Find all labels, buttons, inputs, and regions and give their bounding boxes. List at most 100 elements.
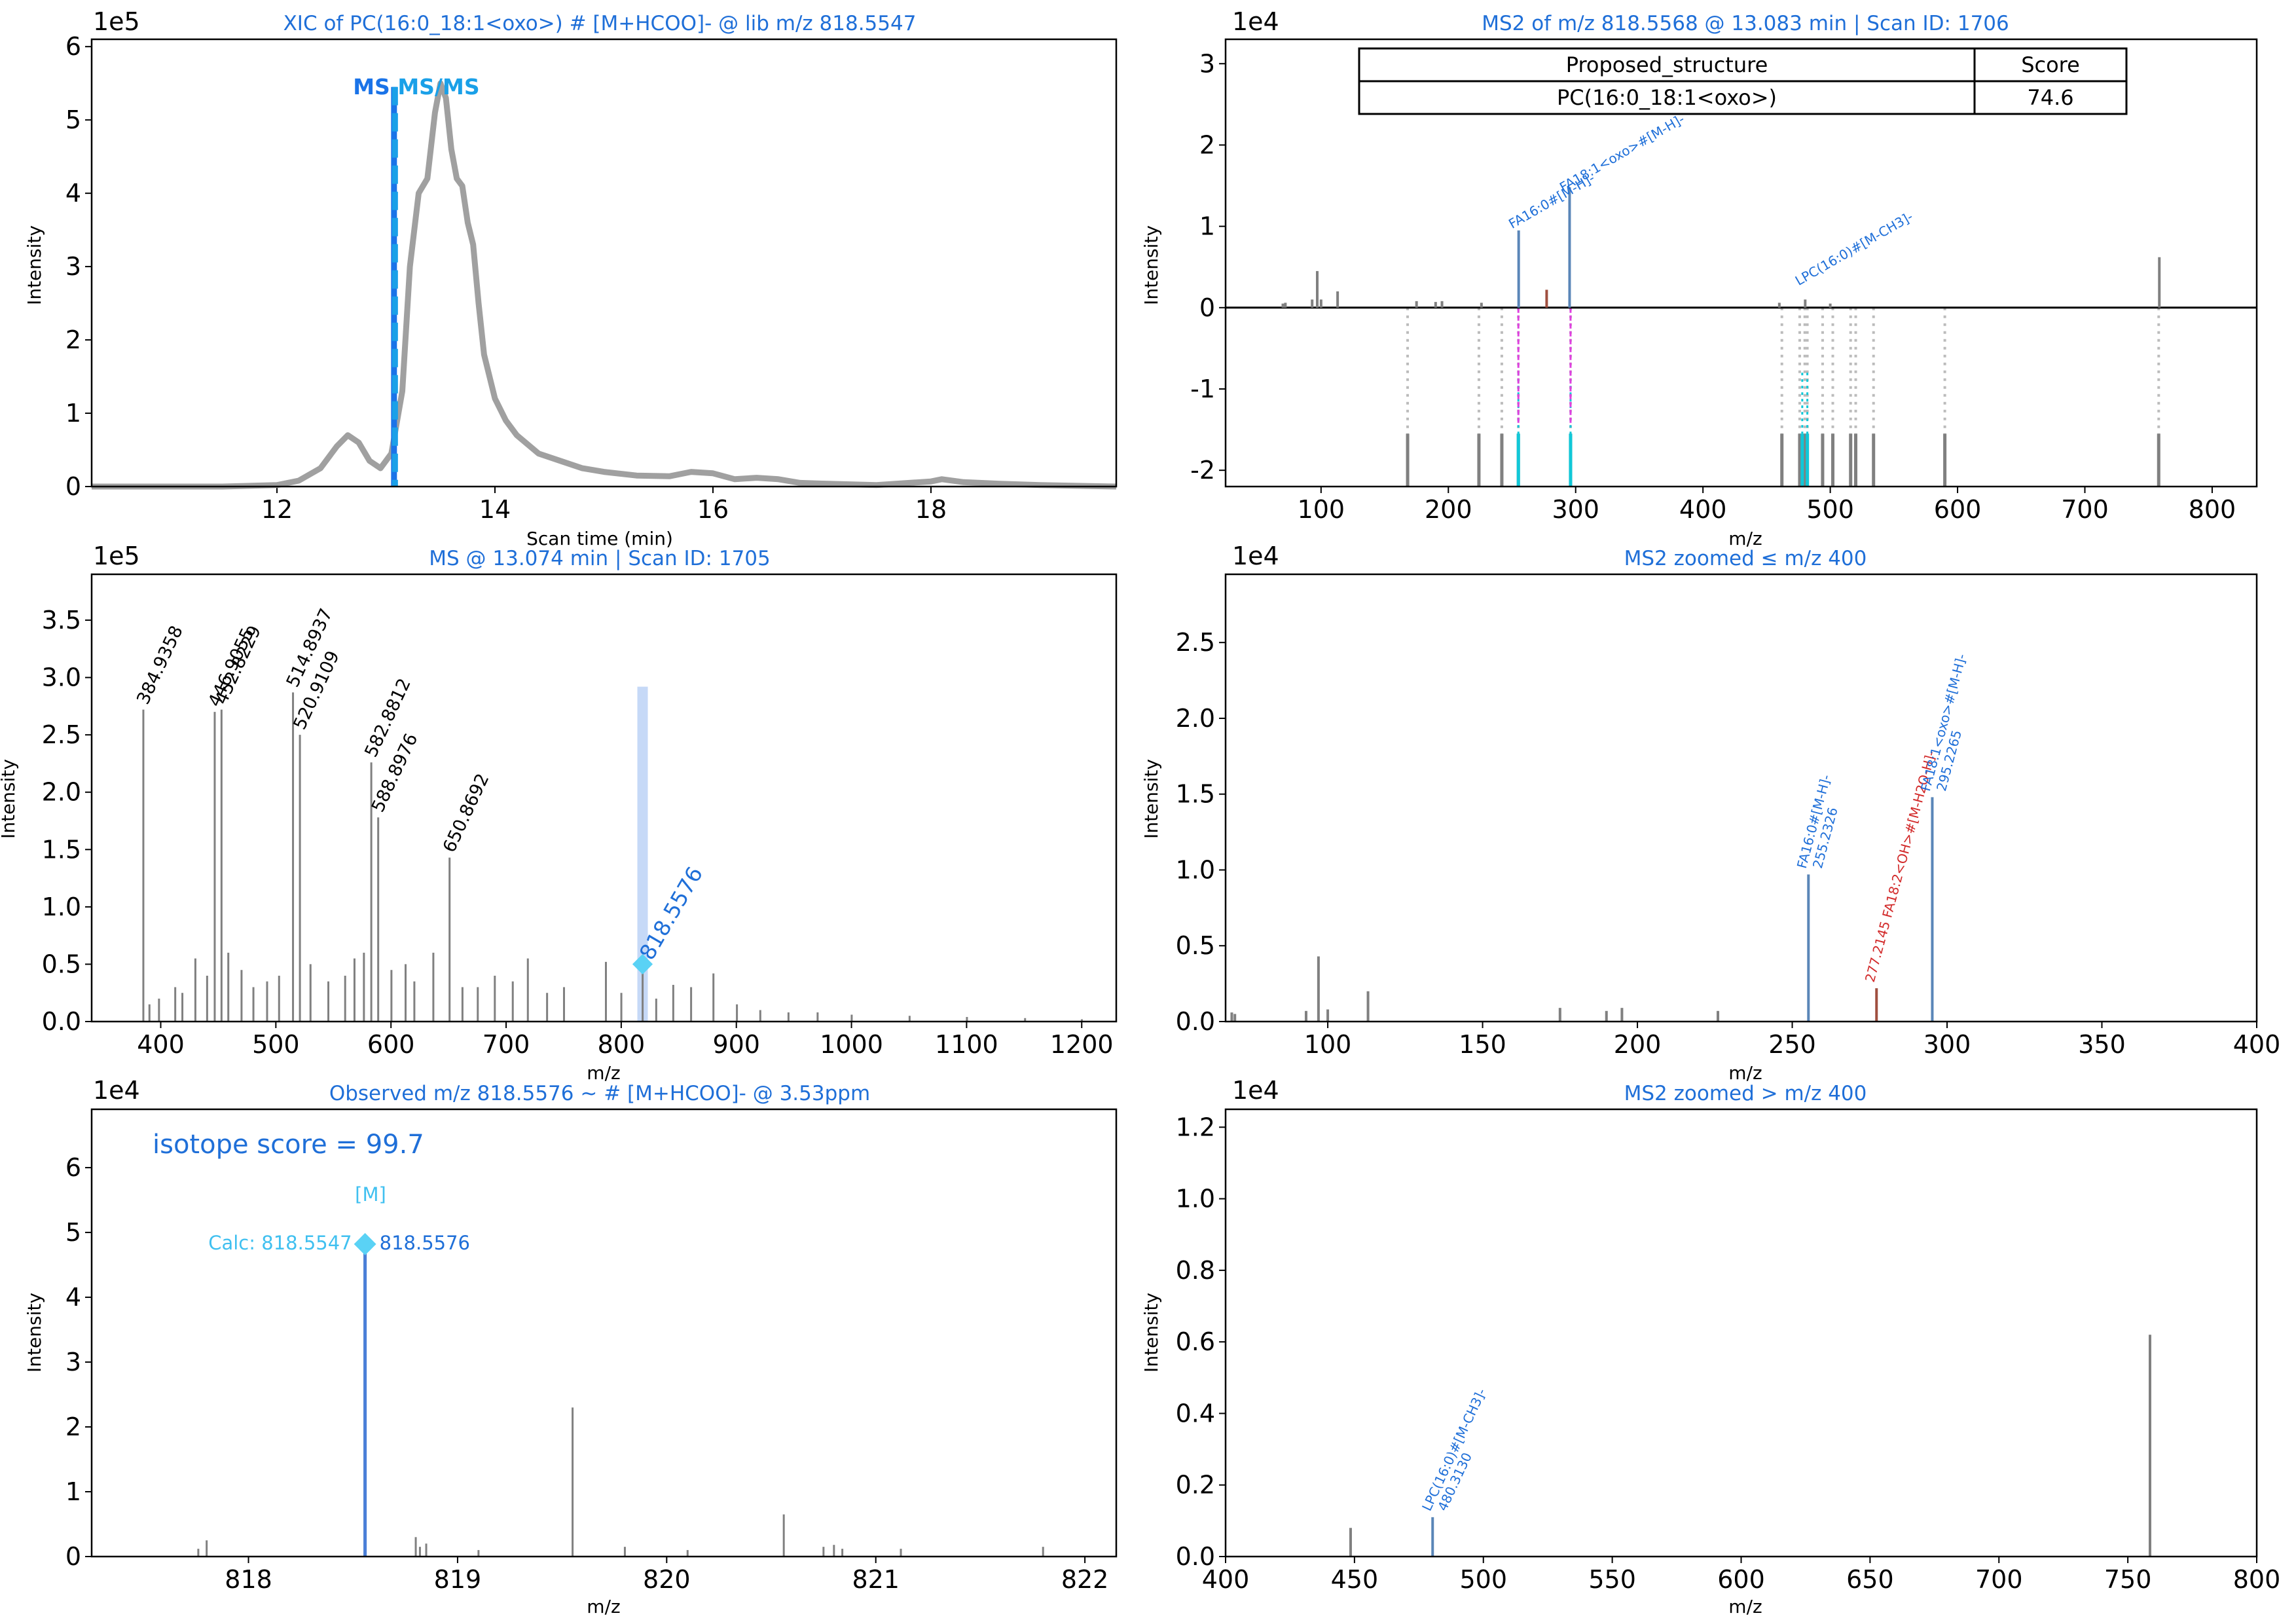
isotope-y-exponent: 1e4	[93, 1076, 140, 1105]
ms2-low-ytick-label: 0.0	[1176, 1007, 1215, 1036]
xic-ylabel: Intensity	[24, 225, 45, 305]
ms-ytick-label: 1.5	[42, 835, 81, 864]
isotope-obs-diamond	[354, 1232, 376, 1255]
ms2-low-ylabel: Intensity	[1140, 759, 1162, 839]
ms2-high-ytick-label: 0.2	[1176, 1471, 1215, 1500]
ms2-fragment-label: LPC(16:0)#[M-CH3]-	[1793, 208, 1916, 289]
ms2-high-ylabel: Intensity	[1140, 1293, 1162, 1373]
ms2-ytick-label: -1	[1190, 375, 1215, 403]
ms2-low-ytick-label: 2.0	[1176, 704, 1215, 733]
structure-table: Proposed_structure Score PC(16:0_18:1<ox…	[1358, 47, 2128, 115]
msms-marker-label: MS/MS	[397, 74, 479, 100]
isotope-ytick-label: 3	[65, 1348, 81, 1376]
ms2-xtick-label: 200	[1425, 495, 1472, 524]
isotope-xtick-label: 819	[434, 1565, 482, 1594]
isotope-theo-label: [M]	[355, 1183, 386, 1206]
ms2-xtick-label: 500	[1806, 495, 1854, 524]
ms-plot-area: 400 500 600 700 800 900 1000 1100 1200 0.0 0.5 1.0 1…	[42, 605, 1114, 1059]
ms-ylabel: Intensity	[0, 759, 19, 839]
isotope-calc-label: Calc: 818.5547	[208, 1232, 352, 1254]
isotope-title: Observed m/z 818.5576 ~ # [M+HCOO]- @ 3.…	[329, 1082, 870, 1105]
ms2-fragment-label: FA18:1<oxo>#[M-H]-	[1557, 111, 1687, 195]
ms2-low-xtick-label: 150	[1459, 1030, 1506, 1059]
ms-axes-frame	[90, 573, 1118, 1023]
ms2-high-xtick-label: 700	[1975, 1565, 2023, 1594]
isotope-xtick-label: 820	[643, 1565, 691, 1594]
ms2-high-plot-area: 400 450 500 550 600 650 700 750 800 0.0 0.2 0.4 0.6 0…	[1176, 1113, 2281, 1594]
ms-xtick-label: 500	[252, 1030, 300, 1059]
xic-trace	[92, 80, 1117, 490]
ms2-high-ytick-label: 1.0	[1176, 1185, 1215, 1213]
ms2-low-title: MS2 zoomed ≤ m/z 400	[1624, 547, 1867, 570]
ms2-high-xtick-label: 500	[1459, 1565, 1507, 1594]
ms2-low-xtick-label: 100	[1304, 1030, 1352, 1059]
ms2-xtick-label: 300	[1552, 495, 1599, 524]
ms2-ytick-label: 3	[1199, 49, 1215, 78]
ms-panel: MS @ 13.074 min | Scan ID: 1705 1e5 Inte…	[0, 542, 1118, 1084]
ms2-high-xtick-label: 450	[1331, 1565, 1379, 1594]
xic-ytick-label: 5	[65, 105, 81, 134]
isotope-xtick-label: 821	[852, 1565, 900, 1594]
precursor-highlight-band	[637, 686, 648, 1022]
ms2-low-ytick-label: 1.0	[1176, 855, 1215, 884]
ms2-axes-frame	[1224, 38, 2258, 488]
ms-ytick-label: 2.0	[42, 778, 81, 807]
xic-ytick-label: 2	[65, 325, 81, 354]
ms2-ytick-label: 0	[1199, 293, 1215, 322]
ms2-xtick-label: 800	[2189, 495, 2236, 524]
ms2-low-xtick-label: 400	[2233, 1030, 2281, 1059]
ms2-xtick-label: 100	[1298, 495, 1345, 524]
ms2-low-panel: MS2 zoomed ≤ m/z 400 1e4 Intensity m/z 1…	[1140, 542, 2280, 1084]
isotope-ylabel: Intensity	[24, 1293, 45, 1373]
isotope-xlabel: m/z	[587, 1596, 620, 1617]
ms2-high-y-exponent: 1e4	[1232, 1076, 1279, 1105]
ms2-high-axes-frame	[1224, 1108, 2258, 1558]
isotope-obs-label: 818.5576	[380, 1232, 470, 1254]
ms2-high-ytick-label: 0.0	[1176, 1542, 1215, 1571]
table-header-structure: Proposed_structure	[1566, 52, 1768, 77]
ms-xtick-label: 1100	[935, 1030, 998, 1059]
ms-peak-label: 384.9358	[133, 623, 187, 708]
xic-ytick-label: 3	[65, 252, 81, 281]
ms2-ytick-label: 1	[1199, 212, 1215, 241]
ms2-ytick-label: -2	[1190, 456, 1215, 485]
ms2-high-ytick-label: 1.2	[1176, 1113, 1215, 1141]
xic-xtick-label: 18	[915, 495, 947, 524]
isotope-ytick-label: 5	[65, 1218, 81, 1247]
isotope-panel: Observed m/z 818.5576 ~ # [M+HCOO]- @ 3.…	[24, 1076, 1118, 1617]
isotope-xtick-label: 822	[1061, 1565, 1109, 1594]
xic-xtick-label: 16	[697, 495, 729, 524]
ms2-low-xtick-label: 250	[1768, 1030, 1816, 1059]
table-header-score: Score	[2021, 52, 2080, 77]
ms-ytick-label: 3.0	[42, 663, 81, 692]
xic-ytick-label: 0	[65, 472, 81, 501]
ms2-low-xtick-label: 300	[1923, 1030, 1971, 1059]
xic-xtick-label: 12	[261, 495, 293, 524]
ms2-high-ytick-label: 0.6	[1176, 1327, 1215, 1356]
ms-xtick-label: 600	[367, 1030, 415, 1059]
ms2-ytick-label: 2	[1199, 130, 1215, 159]
ms2-title: MS2 of m/z 818.5568 @ 13.083 min | Scan …	[1482, 12, 2009, 35]
isotope-ytick-label: 4	[65, 1283, 81, 1312]
xic-ytick-label: 4	[65, 179, 81, 208]
ms-peak-label: 650.8692	[439, 771, 494, 856]
ms2-high-ytick-label: 0.8	[1176, 1256, 1215, 1285]
ms-ytick-label: 0.5	[42, 950, 81, 978]
ms2-y-exponent: 1e4	[1232, 7, 1279, 36]
ms2-high-xlabel: m/z	[1728, 1596, 1762, 1617]
xic-y-exponent: 1e5	[93, 7, 140, 36]
xic-xlabel: Scan time (min)	[526, 528, 673, 549]
ms-xtick-label: 800	[598, 1030, 646, 1059]
ms-marker-label: MS	[353, 74, 390, 100]
ms2-low-ytick-label: 0.5	[1176, 931, 1215, 960]
xic-xtick-label: 14	[479, 495, 511, 524]
xic-title: XIC of PC(16:0_18:1<oxo>) # [M+HCOO]- @ …	[283, 12, 917, 35]
isotope-ytick-label: 6	[65, 1153, 81, 1182]
ms2-high-xtick-label: 400	[1202, 1565, 1250, 1594]
isotope-ytick-label: 2	[65, 1412, 81, 1441]
isotope-ytick-label: 1	[65, 1477, 81, 1506]
ms2-low-xtick-label: 350	[2078, 1030, 2126, 1059]
ms-y-exponent: 1e5	[93, 542, 140, 570]
